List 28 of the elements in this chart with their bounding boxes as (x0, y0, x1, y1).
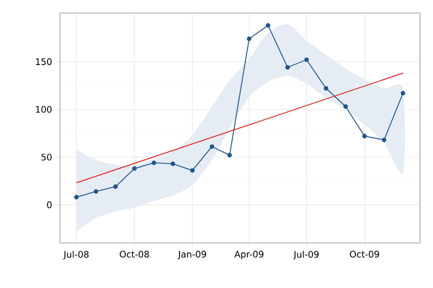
point (304, 58, 309, 62)
x-tick-label: Jul-09 (293, 250, 319, 260)
y-tick-label: 150 (36, 58, 52, 66)
point (362, 134, 367, 138)
point (227, 152, 232, 158)
y-tick-label: 0 (47, 201, 52, 208)
point (343, 104, 348, 109)
point (132, 166, 137, 171)
point (152, 160, 156, 166)
point (74, 194, 79, 200)
point (113, 184, 118, 189)
x-tick-label: Jul-08 (63, 250, 89, 260)
point (285, 65, 290, 70)
point (94, 189, 98, 194)
point (170, 162, 176, 166)
x-tick-label: Oct-08 (120, 250, 149, 258)
point (382, 138, 386, 142)
point (246, 36, 252, 42)
x-tick-label: Jan-09 (178, 250, 206, 260)
x-tick-label: Apr-09 (234, 250, 264, 260)
y-tick-label: 50 (41, 154, 52, 160)
point (190, 168, 195, 173)
point (324, 86, 328, 91)
point (266, 23, 270, 28)
x-tick-label: Oct-09 (350, 250, 380, 258)
point (210, 144, 214, 149)
y-tick-label: 100 (36, 106, 52, 113)
point (400, 90, 406, 96)
